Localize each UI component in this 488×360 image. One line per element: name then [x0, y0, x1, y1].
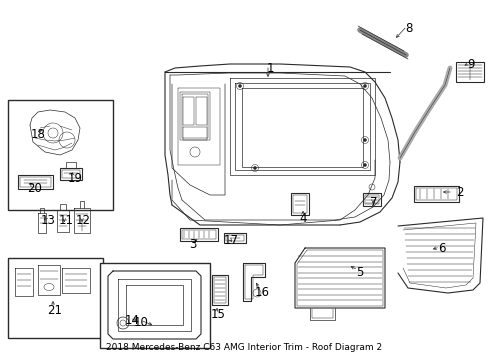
Circle shape: [238, 85, 241, 87]
Bar: [455, 62, 483, 82]
Text: 12: 12: [75, 213, 90, 226]
Text: 16: 16: [254, 287, 269, 300]
Bar: [180, 228, 218, 241]
Bar: [100, 263, 209, 348]
Circle shape: [363, 163, 366, 166]
Text: 10: 10: [133, 315, 148, 328]
Bar: [413, 186, 458, 202]
Bar: [212, 275, 227, 305]
Circle shape: [253, 166, 256, 170]
Bar: [364, 195, 378, 204]
Text: 7: 7: [369, 197, 377, 210]
Text: 13: 13: [41, 213, 55, 226]
Bar: [292, 195, 306, 213]
Text: 1: 1: [265, 62, 273, 75]
Bar: [362, 193, 380, 206]
Circle shape: [363, 139, 366, 141]
Bar: [8, 100, 113, 210]
Bar: [60, 168, 82, 180]
Text: 11: 11: [59, 213, 73, 226]
Bar: [224, 233, 245, 243]
Text: 6: 6: [437, 243, 445, 256]
Bar: [214, 277, 225, 303]
Text: 4: 4: [299, 211, 306, 225]
Bar: [225, 235, 244, 241]
Text: 15: 15: [210, 309, 225, 321]
Bar: [290, 193, 308, 215]
Text: 5: 5: [356, 266, 363, 279]
Text: 9: 9: [467, 58, 474, 72]
Bar: [20, 177, 51, 187]
Circle shape: [363, 85, 366, 87]
Bar: [18, 175, 53, 189]
Bar: [415, 188, 456, 200]
Text: 2: 2: [455, 186, 463, 199]
Text: 21: 21: [47, 303, 62, 316]
Text: 18: 18: [30, 129, 45, 141]
Bar: [182, 230, 216, 239]
Text: 3: 3: [189, 238, 196, 252]
Text: 20: 20: [27, 183, 42, 195]
Text: 2018 Mercedes-Benz C63 AMG Interior Trim - Roof Diagram 2: 2018 Mercedes-Benz C63 AMG Interior Trim…: [106, 343, 382, 352]
Bar: [8, 258, 103, 338]
Text: 14: 14: [124, 314, 139, 327]
Text: 8: 8: [405, 22, 412, 35]
Text: 17: 17: [223, 234, 238, 247]
Text: 19: 19: [67, 171, 82, 184]
Bar: [62, 170, 80, 178]
